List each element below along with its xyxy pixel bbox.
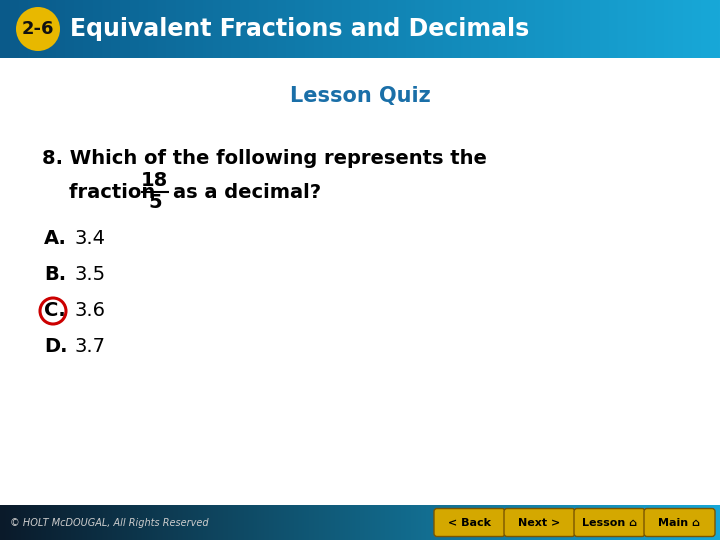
Text: Main ⌂: Main ⌂	[659, 517, 701, 528]
Text: 3.7: 3.7	[74, 338, 105, 356]
Text: fraction: fraction	[42, 183, 162, 201]
Text: 3.4: 3.4	[74, 230, 105, 248]
FancyBboxPatch shape	[574, 509, 645, 537]
Text: 8. Which of the following represents the: 8. Which of the following represents the	[42, 148, 487, 167]
Text: A.: A.	[44, 230, 67, 248]
Text: 2-6: 2-6	[22, 20, 54, 38]
FancyBboxPatch shape	[644, 509, 715, 537]
Text: as a decimal?: as a decimal?	[173, 183, 321, 201]
Text: Equivalent Fractions and Decimals: Equivalent Fractions and Decimals	[70, 17, 529, 41]
Text: D.: D.	[44, 338, 68, 356]
Text: Next >: Next >	[518, 517, 561, 528]
Text: C.: C.	[44, 301, 66, 321]
Text: B.: B.	[44, 266, 66, 285]
Text: 3.5: 3.5	[74, 266, 105, 285]
Text: Lesson Quiz: Lesson Quiz	[289, 86, 431, 106]
Text: Lesson ⌂: Lesson ⌂	[582, 517, 637, 528]
Text: 3.6: 3.6	[74, 301, 105, 321]
Text: < Back: < Back	[448, 517, 491, 528]
Text: © HOLT McDOUGAL, All Rights Reserved: © HOLT McDOUGAL, All Rights Reserved	[10, 517, 209, 528]
Text: 18: 18	[141, 172, 168, 191]
FancyBboxPatch shape	[504, 509, 575, 537]
FancyBboxPatch shape	[434, 509, 505, 537]
Circle shape	[16, 7, 60, 51]
Text: 5: 5	[148, 193, 161, 213]
